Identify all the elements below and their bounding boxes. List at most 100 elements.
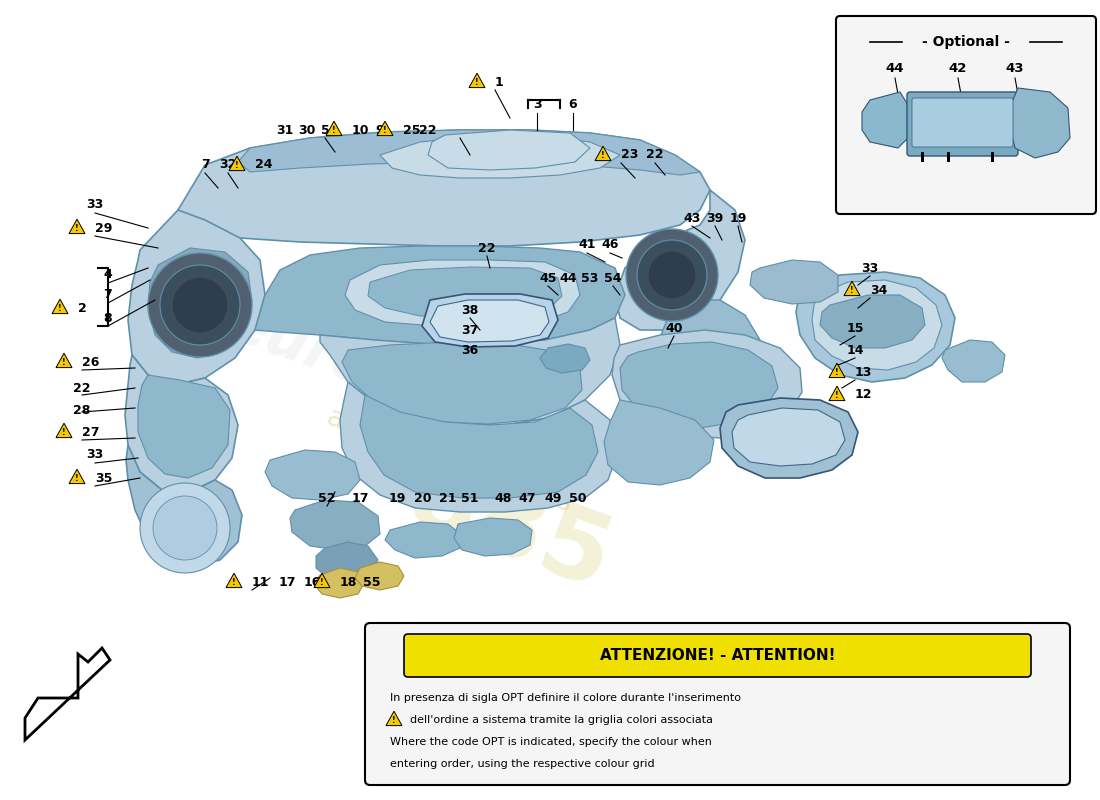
Text: !: ! [320, 578, 323, 587]
Polygon shape [454, 518, 532, 556]
Polygon shape [148, 248, 252, 358]
Text: 4: 4 [103, 269, 112, 282]
Text: 22: 22 [647, 149, 663, 162]
Text: 31: 31 [276, 123, 294, 137]
Text: 23: 23 [621, 149, 638, 162]
Polygon shape [56, 423, 72, 438]
Text: 30: 30 [298, 123, 316, 137]
Text: 26: 26 [82, 355, 99, 369]
Text: 21: 21 [439, 491, 456, 505]
Text: 53: 53 [581, 271, 598, 285]
Text: 16: 16 [304, 575, 321, 589]
Text: !: ! [602, 151, 605, 160]
Text: 25: 25 [403, 123, 420, 137]
Text: 12: 12 [855, 389, 872, 402]
Polygon shape [345, 260, 580, 326]
Polygon shape [377, 122, 393, 135]
Text: 6: 6 [569, 98, 578, 111]
Polygon shape [226, 573, 242, 587]
Polygon shape [238, 130, 700, 175]
Text: 35: 35 [95, 471, 112, 485]
Text: 49: 49 [544, 491, 562, 505]
Text: 48: 48 [494, 491, 512, 505]
Text: 7: 7 [103, 289, 112, 302]
Text: 10: 10 [352, 123, 370, 137]
Text: 33: 33 [87, 198, 103, 211]
Text: 40: 40 [666, 322, 683, 334]
Text: 9: 9 [376, 123, 384, 137]
Text: 5: 5 [320, 123, 329, 137]
Text: 39: 39 [706, 211, 724, 225]
Text: 22: 22 [478, 242, 496, 254]
Polygon shape [69, 219, 85, 234]
Text: 52: 52 [318, 491, 336, 505]
Polygon shape [796, 272, 955, 382]
Text: 42: 42 [949, 62, 967, 74]
Polygon shape [604, 400, 714, 485]
Polygon shape [720, 398, 858, 478]
Text: 27: 27 [82, 426, 99, 438]
Polygon shape [56, 354, 72, 368]
Text: 34: 34 [870, 283, 888, 297]
Text: !: ! [75, 224, 79, 234]
Polygon shape [178, 130, 710, 246]
Polygon shape [750, 260, 838, 304]
Text: !: ! [332, 126, 336, 135]
Text: - Optional -: - Optional - [922, 35, 1010, 49]
Polygon shape [732, 408, 845, 466]
FancyBboxPatch shape [404, 634, 1031, 677]
Circle shape [148, 253, 252, 357]
Text: 22: 22 [419, 123, 437, 137]
Text: 45: 45 [539, 271, 557, 285]
Text: 47: 47 [518, 491, 536, 505]
Text: 18: 18 [340, 575, 358, 589]
Circle shape [140, 483, 230, 573]
Text: !: ! [232, 578, 235, 587]
Text: ATTENZIONE! - ATTENTION!: ATTENZIONE! - ATTENTION! [600, 649, 835, 663]
Text: 51: 51 [461, 491, 478, 505]
Polygon shape [314, 568, 365, 598]
Polygon shape [595, 146, 610, 161]
Polygon shape [290, 500, 380, 550]
Polygon shape [355, 562, 404, 590]
Polygon shape [422, 294, 558, 347]
Circle shape [648, 251, 696, 299]
Polygon shape [829, 363, 845, 378]
Text: dell'ordine a sistema tramite la griglia colori associata: dell'ordine a sistema tramite la griglia… [410, 715, 713, 725]
Polygon shape [385, 522, 462, 558]
Text: 36: 36 [461, 343, 478, 357]
Text: !: ! [835, 368, 839, 378]
Text: 8: 8 [103, 311, 112, 325]
Polygon shape [128, 210, 265, 385]
FancyBboxPatch shape [365, 623, 1070, 785]
Polygon shape [25, 648, 110, 740]
Text: 17: 17 [278, 575, 296, 589]
Text: 19: 19 [388, 491, 406, 505]
Circle shape [160, 265, 240, 345]
Text: 54: 54 [604, 271, 622, 285]
Text: 3: 3 [532, 98, 541, 111]
Polygon shape [658, 300, 760, 402]
Text: !: ! [850, 286, 854, 295]
FancyBboxPatch shape [908, 92, 1018, 156]
Text: !: ! [58, 304, 62, 314]
Polygon shape [812, 280, 942, 370]
Text: 7: 7 [200, 158, 209, 171]
Text: 1: 1 [495, 75, 504, 89]
Polygon shape [342, 342, 582, 424]
Text: 15: 15 [846, 322, 864, 334]
Polygon shape [138, 375, 230, 478]
Polygon shape [1010, 88, 1070, 158]
Circle shape [172, 277, 228, 333]
Polygon shape [316, 542, 378, 582]
Polygon shape [612, 330, 802, 438]
Polygon shape [125, 355, 238, 492]
Circle shape [626, 229, 718, 321]
Text: 33: 33 [861, 262, 879, 274]
Polygon shape [379, 136, 620, 178]
Polygon shape [844, 282, 860, 296]
Polygon shape [820, 295, 925, 348]
Text: !: ! [63, 358, 66, 367]
Polygon shape [360, 395, 598, 498]
Text: 28: 28 [74, 403, 90, 417]
